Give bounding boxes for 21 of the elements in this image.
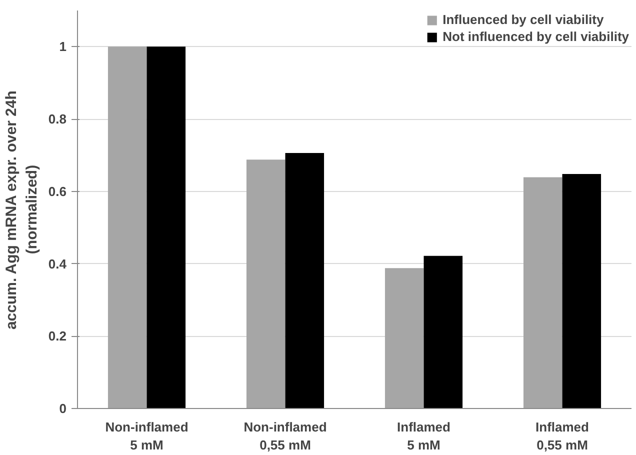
bar (108, 46, 147, 408)
bar (146, 46, 186, 408)
x-tick-label: Non-inflamed 5 mM (105, 420, 188, 452)
y-tick-label: 0.2 (48, 328, 67, 344)
legend-label: Influenced by cell viability (442, 12, 604, 27)
y-tick-label: 0.4 (48, 256, 68, 272)
bar (424, 256, 463, 408)
x-tick-label: Non-inflamed 0,55 mM (244, 420, 327, 452)
bar (384, 268, 424, 408)
y-tick-label: 0.6 (48, 184, 67, 199)
bar (285, 153, 324, 408)
bar (246, 160, 286, 408)
y-axis-title: accum. Agg mRNA expr. over 24h (normalized) (3, 90, 40, 330)
x-tick-label: Inflamed 5 mM (397, 420, 451, 452)
y-tick-label: 1 (59, 39, 67, 54)
x-tick-label: Inflamed 0,55 mM (536, 420, 590, 452)
bar (523, 177, 562, 408)
y-tick-label: 0 (59, 401, 67, 416)
y-tick-label: 0.8 (48, 112, 67, 127)
legend-label: Not influenced by cell viability (442, 29, 629, 44)
bar (562, 174, 602, 408)
